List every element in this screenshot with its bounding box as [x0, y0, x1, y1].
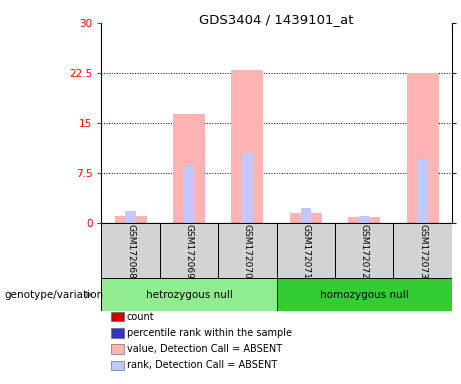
Bar — [359, 216, 369, 223]
Bar — [277, 278, 452, 311]
Bar — [277, 223, 335, 280]
Bar — [231, 70, 263, 223]
Bar — [335, 223, 393, 280]
Bar — [125, 211, 136, 223]
Text: GDS3404 / 1439101_at: GDS3404 / 1439101_at — [199, 13, 354, 26]
Text: GSM172073: GSM172073 — [418, 224, 427, 279]
Bar — [173, 114, 205, 223]
Text: GSM172072: GSM172072 — [360, 224, 369, 279]
Text: value, Detection Call = ABSENT: value, Detection Call = ABSENT — [127, 344, 282, 354]
Bar — [348, 217, 380, 223]
Text: GSM172071: GSM172071 — [301, 224, 310, 279]
Bar — [101, 278, 277, 311]
Bar — [160, 223, 218, 280]
Text: GSM172070: GSM172070 — [243, 224, 252, 279]
Bar — [242, 153, 253, 223]
Text: homozygous null: homozygous null — [320, 290, 408, 300]
Bar — [301, 208, 311, 223]
Text: count: count — [127, 312, 154, 322]
Bar — [101, 223, 160, 280]
Bar — [393, 223, 452, 280]
Text: GSM172069: GSM172069 — [184, 224, 194, 279]
Bar — [407, 73, 438, 223]
Text: rank, Detection Call = ABSENT: rank, Detection Call = ABSENT — [127, 360, 277, 370]
Bar — [417, 159, 428, 223]
Text: genotype/variation: genotype/variation — [5, 290, 104, 300]
Text: percentile rank within the sample: percentile rank within the sample — [127, 328, 292, 338]
Bar — [218, 223, 277, 280]
Text: GSM172068: GSM172068 — [126, 224, 135, 279]
Text: hetrozygous null: hetrozygous null — [146, 290, 232, 300]
Bar — [114, 216, 147, 223]
Bar — [290, 213, 322, 223]
Bar — [184, 166, 194, 223]
